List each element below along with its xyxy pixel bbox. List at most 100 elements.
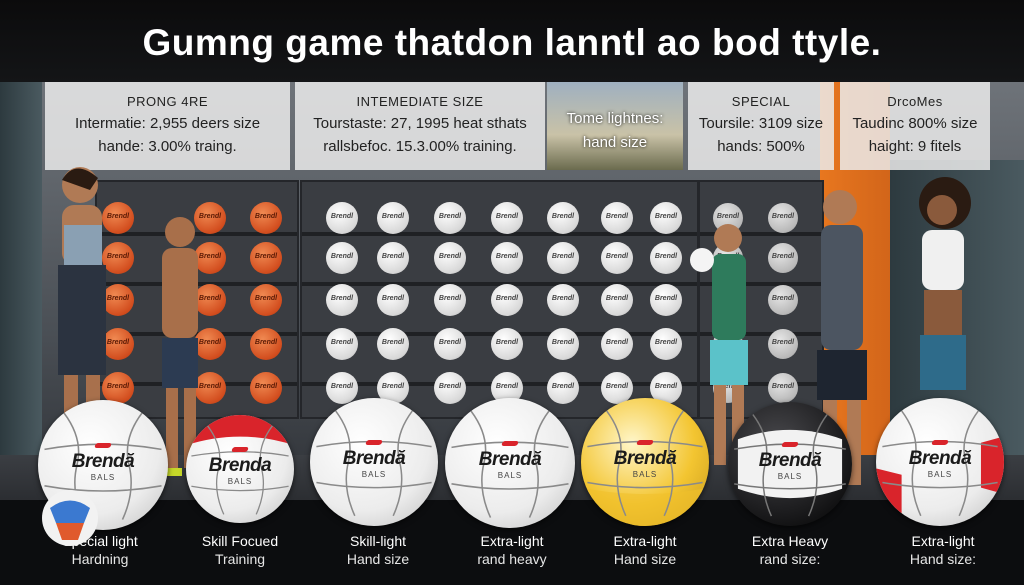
person-right-man — [817, 190, 867, 485]
rack-ball-label: Brendl — [605, 295, 629, 302]
brand-swoosh-icon — [781, 442, 799, 447]
rack-ball: Brendl — [326, 242, 358, 274]
rack-ball: Brendl — [102, 284, 134, 316]
rack-ball-label: Brendl — [254, 383, 278, 390]
title-bar — [0, 0, 1024, 82]
rack-ball-label: Brendl — [605, 213, 629, 220]
rack-ball: Brendl — [491, 284, 523, 316]
brand-swoosh-icon — [94, 443, 112, 448]
ball-brand-sub: BALS — [777, 472, 803, 481]
panel-heading: PRONG 4RE — [126, 94, 209, 109]
ball-7: Brendă BALS — [876, 398, 1004, 526]
brand-swoosh-icon — [636, 440, 654, 445]
ball-brand: Brendă — [71, 451, 135, 472]
rack-ball-label: Brendl — [495, 253, 519, 260]
rack-ball-label: Brendl — [254, 339, 278, 346]
rack-ball-label: Brendl — [551, 383, 575, 390]
panel-line: haight: 9 fitels — [868, 138, 962, 155]
rack-ball-label: Brendl — [381, 339, 405, 346]
rack-ball: Brendl — [194, 202, 226, 234]
rack-ball-label: Brendl — [551, 253, 575, 260]
rack-ball-label: Brendl — [254, 295, 278, 302]
panel-line: hande: 3.00% traing. — [98, 138, 237, 155]
rack-ball: Brendl — [250, 328, 282, 360]
panel-line: hand size — [582, 134, 648, 151]
rack-ball-label: Brendl — [330, 213, 354, 220]
rack-ball-label: Brendl — [106, 339, 130, 346]
rack-ball: Brendl — [326, 372, 358, 404]
rack-ball-label: Brendl — [198, 339, 222, 346]
rack-ball-label: Brendl — [771, 213, 795, 220]
rack-ball: Brendl — [434, 242, 466, 274]
rack-ball: Brendl — [194, 284, 226, 316]
left-display-case — [0, 82, 42, 462]
rack-ball: Brendl — [601, 372, 633, 404]
info-panel-beginner: PRONG 4RE Intermatie: 2,955 deers size h… — [45, 82, 290, 170]
rack-ball: Brendl — [491, 242, 523, 274]
rack-ball-label: Brendl — [198, 213, 222, 220]
ball-caption-title: Extra Heavy — [751, 533, 829, 549]
rack-ball-label: Brendl — [106, 295, 130, 302]
ball-caption-subtitle: Hardning — [71, 551, 129, 567]
small-soccer-ball — [42, 490, 98, 546]
rack-ball: Brendl — [194, 372, 226, 404]
rack-ball-label: Brendl — [381, 295, 405, 302]
panel-line: hands: 500% — [717, 138, 805, 155]
rack-ball-label: Brendl — [438, 253, 462, 260]
rack-ball-label: Brendl — [771, 295, 795, 302]
ball-caption-subtitle: Hand size — [346, 551, 410, 567]
rack-ball-label: Brendl — [771, 383, 795, 390]
sky-photo-panel: Tome lightnes: hand size — [547, 82, 683, 170]
rack-ball-label: Brendl — [330, 295, 354, 302]
panel-line: rallsbefoc. 15.3.00% training. — [323, 138, 517, 155]
rack-ball: Brendl — [250, 284, 282, 316]
rack-ball-label: Brendl — [330, 339, 354, 346]
rack-ball-label: Brendl — [495, 213, 519, 220]
ball-caption-subtitle: Hand size: — [909, 551, 977, 567]
ball-seams — [876, 410, 1004, 526]
rack-ball-label: Brendl — [551, 213, 575, 220]
panel-heading: SPECIAL — [731, 94, 791, 109]
person-right-woman — [919, 177, 971, 390]
ball-brand-sub: BALS — [227, 477, 253, 486]
panel-line: Tourstaste: 27, 1995 heat sthats — [313, 115, 527, 132]
panel-line: Intermatie: 2,955 deers size — [74, 115, 261, 132]
rack-ball: Brendl — [250, 202, 282, 234]
rack-ball: Brendl — [768, 203, 798, 233]
rack-ball: Brendl — [326, 328, 358, 360]
rack-ball-label: Brendl — [330, 383, 354, 390]
rack-ball-label: Brendl — [551, 339, 575, 346]
ball-brand-sub: BALS — [90, 473, 116, 482]
rack-ball-label: Brendl — [654, 213, 678, 220]
rack-ball: Brendl — [547, 372, 579, 404]
rack-ball: Brendl — [547, 284, 579, 316]
brand-swoosh-icon — [365, 440, 383, 445]
rack-ball-label: Brendl — [771, 339, 795, 346]
rack-ball-label: Brendl — [198, 383, 222, 390]
ball-brand: Brendă — [758, 450, 822, 471]
rack-ball: Brendl — [768, 285, 798, 315]
rack-ball: Brendl — [601, 284, 633, 316]
rack-ball-label: Brendl — [438, 213, 462, 220]
brand-swoosh-icon — [931, 440, 949, 445]
ball-caption-subtitle: Hand size — [613, 551, 677, 567]
rack-ball: Brendl — [768, 329, 798, 359]
info-panel-intermediate: INTEMEDIATE SIZE Tourstaste: 27, 1995 he… — [295, 82, 545, 170]
rack-ball-label: Brendl — [330, 253, 354, 260]
rack-ball: Brendl — [326, 202, 358, 234]
rack-ball-label: Brendl — [381, 213, 405, 220]
rack-ball: Brendl — [326, 284, 358, 316]
ball-3: Brendă BALS — [310, 398, 438, 526]
rack-ball: Brendl — [377, 202, 409, 234]
rack-ball: Brendl — [194, 328, 226, 360]
rack-ball-label: Brendl — [654, 383, 678, 390]
rack-ball-label: Brendl — [771, 253, 795, 260]
ball-caption-title: Extra-light — [613, 533, 677, 549]
rack-ball-label: Brendl — [254, 213, 278, 220]
rack-ball: Brendl — [547, 328, 579, 360]
ball-6: Brendă BALS — [728, 402, 852, 526]
panel-line: Tome lightnes: — [566, 110, 664, 127]
info-panel-drcomes: DrcoMes Taudinc 800% size haight: 9 fite… — [840, 82, 990, 170]
rack-ball-label: Brendl — [106, 383, 130, 390]
